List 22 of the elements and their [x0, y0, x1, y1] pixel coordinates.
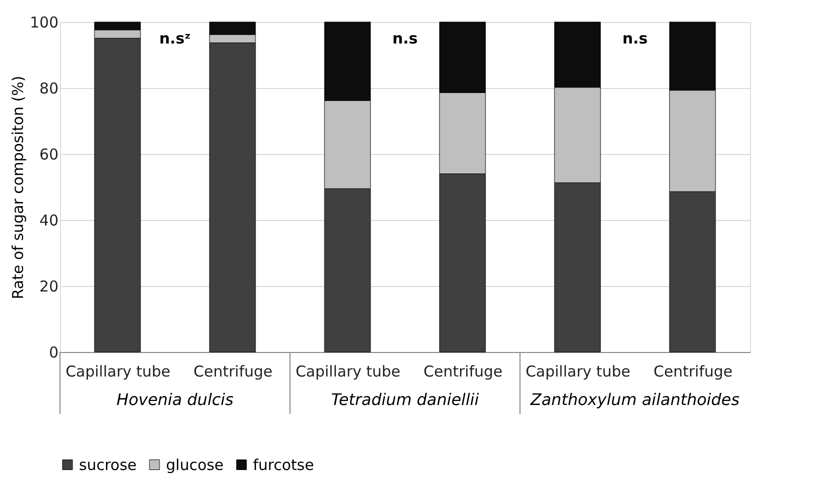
x-tick-label: Centrifuge [194, 362, 272, 380]
annotation: n.sᶻ [159, 30, 191, 48]
y-tick-label: 40 [39, 212, 58, 230]
x-tick-label: Capillary tube [66, 362, 170, 380]
text: Hovenia dulcis [116, 390, 234, 409]
text: Tetradium daniellii [331, 390, 480, 409]
legend-label: glucose [166, 456, 224, 474]
x-tick-label: Capillary tube [296, 362, 400, 380]
y-axis-title: Rate of sugar compositon (%) [8, 76, 27, 300]
y-tick-label: 60 [39, 146, 58, 164]
legend-label: furcotse [253, 456, 314, 474]
y-tick-label: 20 [39, 278, 58, 296]
x-tick-label: Centrifuge [424, 362, 502, 380]
legend-label: sucrose [79, 456, 137, 474]
x-tick-label: Centrifuge [654, 362, 732, 380]
annotation: n.s [392, 30, 418, 48]
x-tick-label: Capillary tube [526, 362, 630, 380]
y-tick-label: 80 [39, 80, 58, 98]
y-tick-label: 0 [48, 344, 58, 362]
annotation: n.s [622, 30, 648, 48]
y-tick-label: 100 [30, 14, 58, 32]
text: Zanthoxylum ailanthoides [530, 390, 740, 409]
